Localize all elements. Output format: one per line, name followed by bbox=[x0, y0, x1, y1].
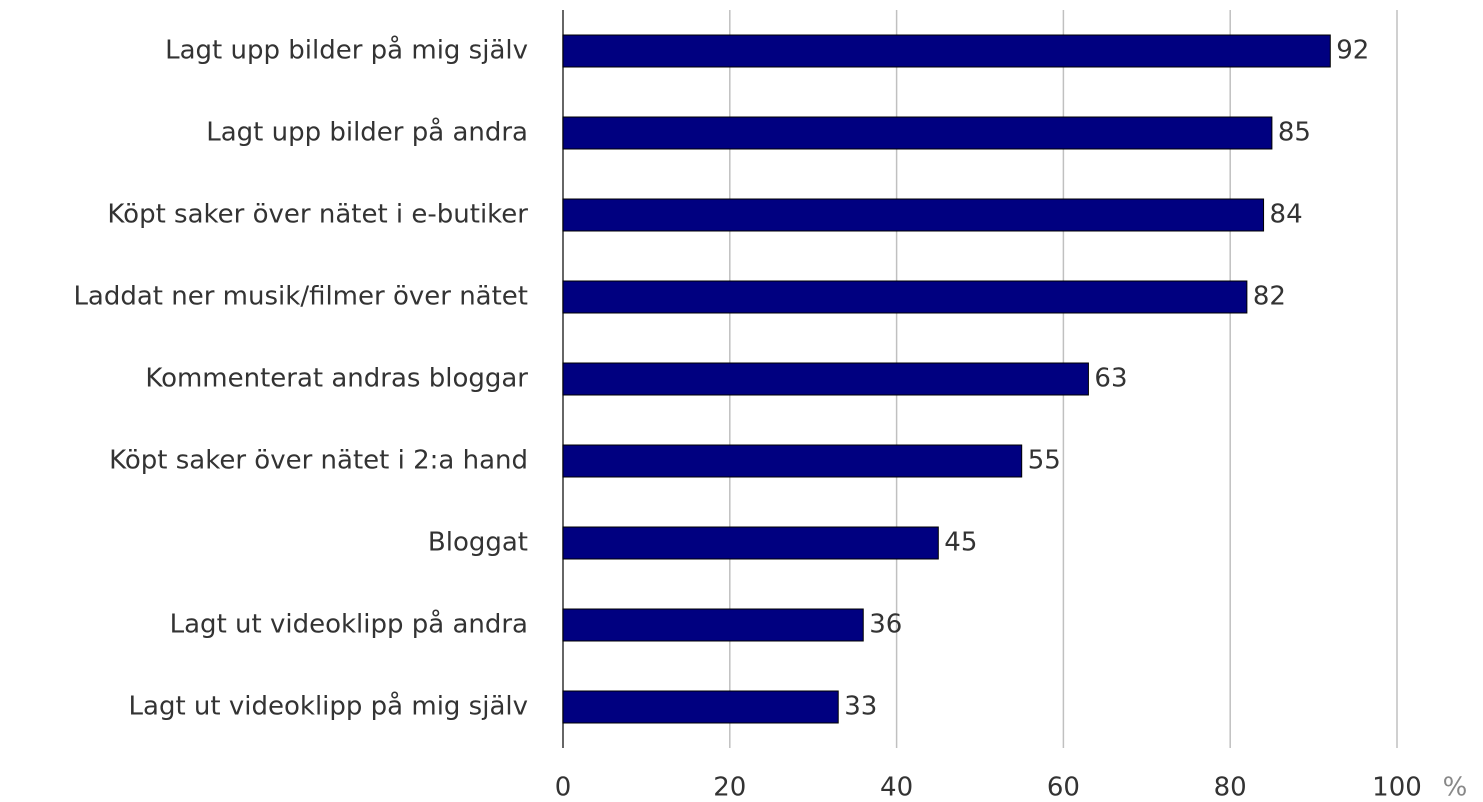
bar bbox=[562, 34, 1331, 68]
x-tick-label: 0 bbox=[555, 773, 572, 802]
data-label: 84 bbox=[1270, 200, 1303, 230]
y-tick-label: Kommenterat andras bloggar bbox=[145, 364, 528, 394]
x-tick-label: 20 bbox=[713, 773, 746, 802]
bar bbox=[562, 362, 1089, 396]
x-tick-label: 100 bbox=[1372, 773, 1422, 802]
bar bbox=[562, 280, 1248, 314]
data-label: 36 bbox=[869, 610, 902, 640]
y-tick-label: Lagt ut videoklipp på andra bbox=[170, 609, 528, 640]
x-tick-label: 80 bbox=[1214, 773, 1247, 802]
bar bbox=[562, 444, 1023, 478]
y-tick-label: Laddat ner musik/filmer över nätet bbox=[73, 282, 528, 312]
x-tick-label: 60 bbox=[1047, 773, 1080, 802]
data-label: 92 bbox=[1336, 36, 1369, 66]
y-tick-label: Bloggat bbox=[428, 528, 528, 558]
bar bbox=[562, 690, 839, 724]
data-label: 45 bbox=[944, 528, 977, 558]
y-tick-label: Lagt upp bilder på mig själv bbox=[165, 35, 528, 66]
data-label: 33 bbox=[844, 692, 877, 722]
x-tick-label: 40 bbox=[880, 773, 913, 802]
y-tick-label: Köpt saker över nätet i 2:a hand bbox=[109, 446, 528, 476]
data-label: 82 bbox=[1253, 282, 1286, 312]
bar bbox=[562, 526, 939, 560]
x-axis-label: % bbox=[1443, 773, 1468, 802]
data-label: 55 bbox=[1028, 446, 1061, 476]
bar bbox=[562, 198, 1265, 232]
bar bbox=[562, 116, 1273, 150]
y-tick-label: Köpt saker över nätet i e-butiker bbox=[107, 200, 528, 230]
data-label: 63 bbox=[1094, 364, 1127, 394]
data-label: 85 bbox=[1278, 118, 1311, 148]
y-tick-label: Lagt upp bilder på andra bbox=[206, 117, 528, 148]
y-tick-label: Lagt ut videoklipp på mig själv bbox=[129, 691, 528, 722]
bar bbox=[562, 608, 864, 642]
